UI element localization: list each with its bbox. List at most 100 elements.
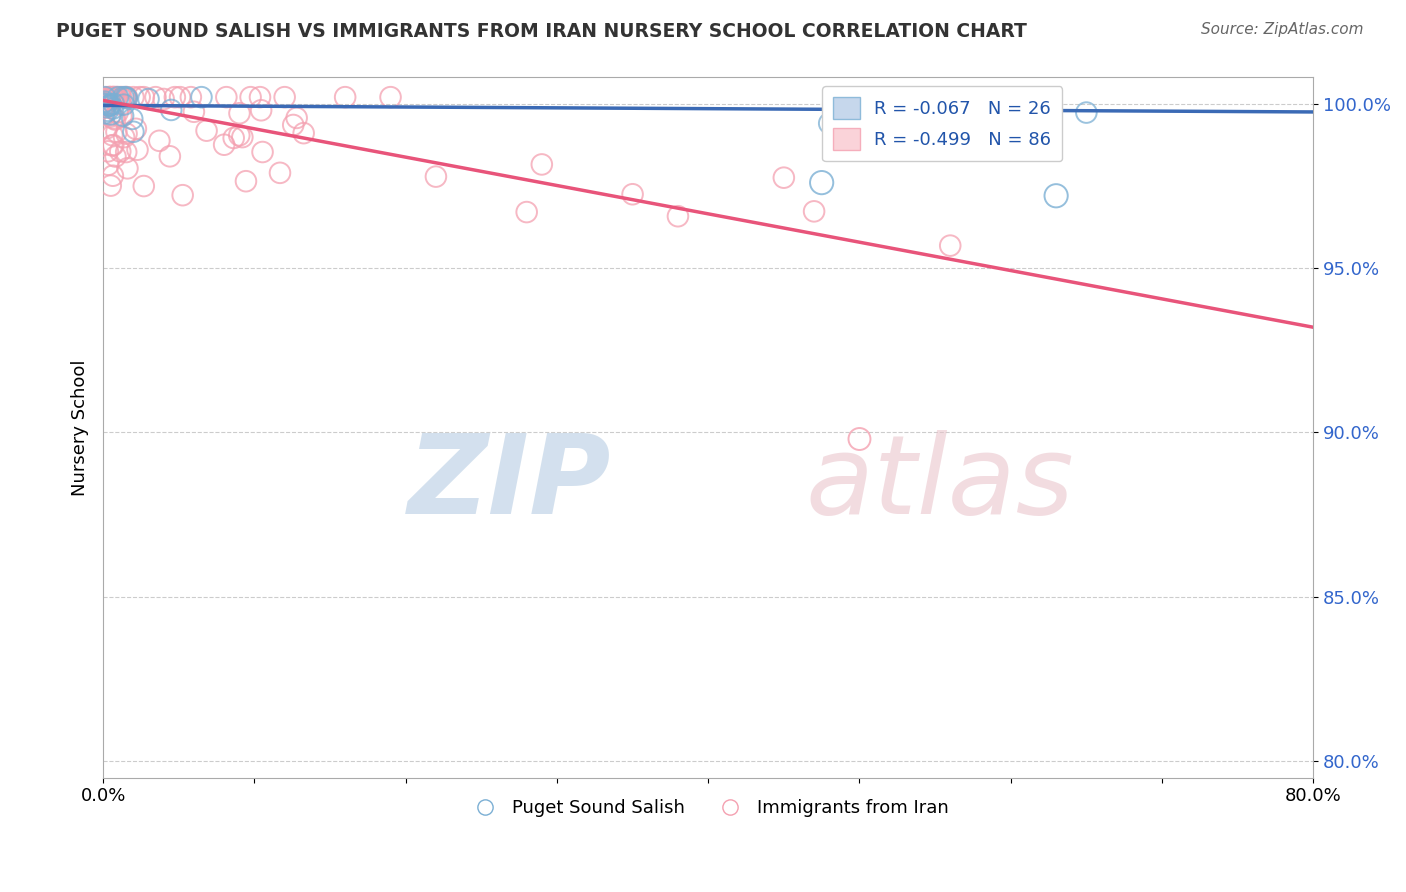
Point <box>93 106 115 120</box>
Point <box>98 90 121 104</box>
Point <box>115 145 138 159</box>
Point <box>1045 188 1067 202</box>
Point <box>104 149 127 163</box>
Point <box>333 90 356 104</box>
Point <box>93 98 115 112</box>
Point <box>101 169 124 183</box>
Point <box>621 187 644 202</box>
Point <box>98 90 121 104</box>
Point <box>98 90 121 104</box>
Point <box>148 134 170 148</box>
Point <box>112 130 135 145</box>
Point <box>803 204 825 219</box>
Point <box>98 98 121 112</box>
Point <box>105 90 128 104</box>
Point <box>169 90 191 104</box>
Point <box>94 93 117 107</box>
Point <box>112 109 135 123</box>
Point <box>195 123 218 137</box>
Point <box>127 143 149 157</box>
Point <box>145 90 167 104</box>
Point <box>250 103 273 118</box>
Point <box>122 125 145 139</box>
Point <box>104 90 127 104</box>
Point <box>163 90 186 104</box>
Point <box>93 97 115 112</box>
Point <box>110 90 132 104</box>
Point <box>117 161 139 176</box>
Point <box>269 166 291 180</box>
Point <box>103 138 125 153</box>
Point <box>94 90 117 104</box>
Point <box>152 92 174 106</box>
Point <box>103 90 125 104</box>
Point <box>516 205 538 219</box>
Point <box>96 121 118 136</box>
Legend: Puget Sound Salish, Immigrants from Iran: Puget Sound Salish, Immigrants from Iran <box>460 792 956 824</box>
Point <box>110 90 132 104</box>
Point <box>101 90 124 104</box>
Point <box>1076 105 1098 120</box>
Point <box>228 106 250 120</box>
Point <box>231 130 253 145</box>
Point <box>97 158 120 172</box>
Point <box>112 97 135 112</box>
Point <box>98 90 121 104</box>
Point <box>101 102 124 116</box>
Point <box>107 90 129 104</box>
Point <box>160 103 183 117</box>
Point <box>235 174 257 188</box>
Point <box>107 105 129 120</box>
Text: atlas: atlas <box>806 430 1074 537</box>
Point <box>121 112 143 126</box>
Point <box>100 97 122 112</box>
Point <box>180 90 202 104</box>
Point <box>115 90 138 104</box>
Point <box>159 149 181 163</box>
Point <box>115 91 138 105</box>
Point <box>103 96 125 111</box>
Point <box>103 112 125 126</box>
Point <box>810 176 832 190</box>
Point <box>818 116 841 130</box>
Point <box>97 93 120 107</box>
Point <box>96 90 118 104</box>
Point <box>115 90 138 104</box>
Point <box>283 118 305 132</box>
Point <box>939 238 962 252</box>
Point <box>848 432 870 446</box>
Point <box>110 145 132 159</box>
Point <box>190 90 212 104</box>
Point <box>97 145 120 159</box>
Text: ZIP: ZIP <box>408 430 612 537</box>
Y-axis label: Nursery School: Nursery School <box>72 359 89 496</box>
Point <box>530 157 553 171</box>
Point <box>666 209 689 223</box>
Point <box>104 112 127 127</box>
Point <box>138 92 160 106</box>
Point <box>273 90 295 104</box>
Point <box>94 95 117 109</box>
Point <box>292 126 315 140</box>
Point <box>380 90 402 104</box>
Point <box>104 90 127 104</box>
Point <box>110 97 132 112</box>
Point <box>98 98 121 112</box>
Point <box>103 90 125 104</box>
Point <box>252 145 274 159</box>
Point <box>100 178 122 193</box>
Point <box>215 90 238 104</box>
Point <box>91 96 114 111</box>
Point <box>100 107 122 121</box>
Point <box>105 125 128 139</box>
Point <box>212 137 235 152</box>
Point <box>101 138 124 153</box>
Point <box>222 131 245 145</box>
Point <box>105 90 128 104</box>
Point <box>100 90 122 104</box>
Point <box>285 111 308 125</box>
Point <box>94 107 117 121</box>
Point <box>94 100 117 114</box>
Point <box>98 110 121 124</box>
Point <box>101 128 124 143</box>
